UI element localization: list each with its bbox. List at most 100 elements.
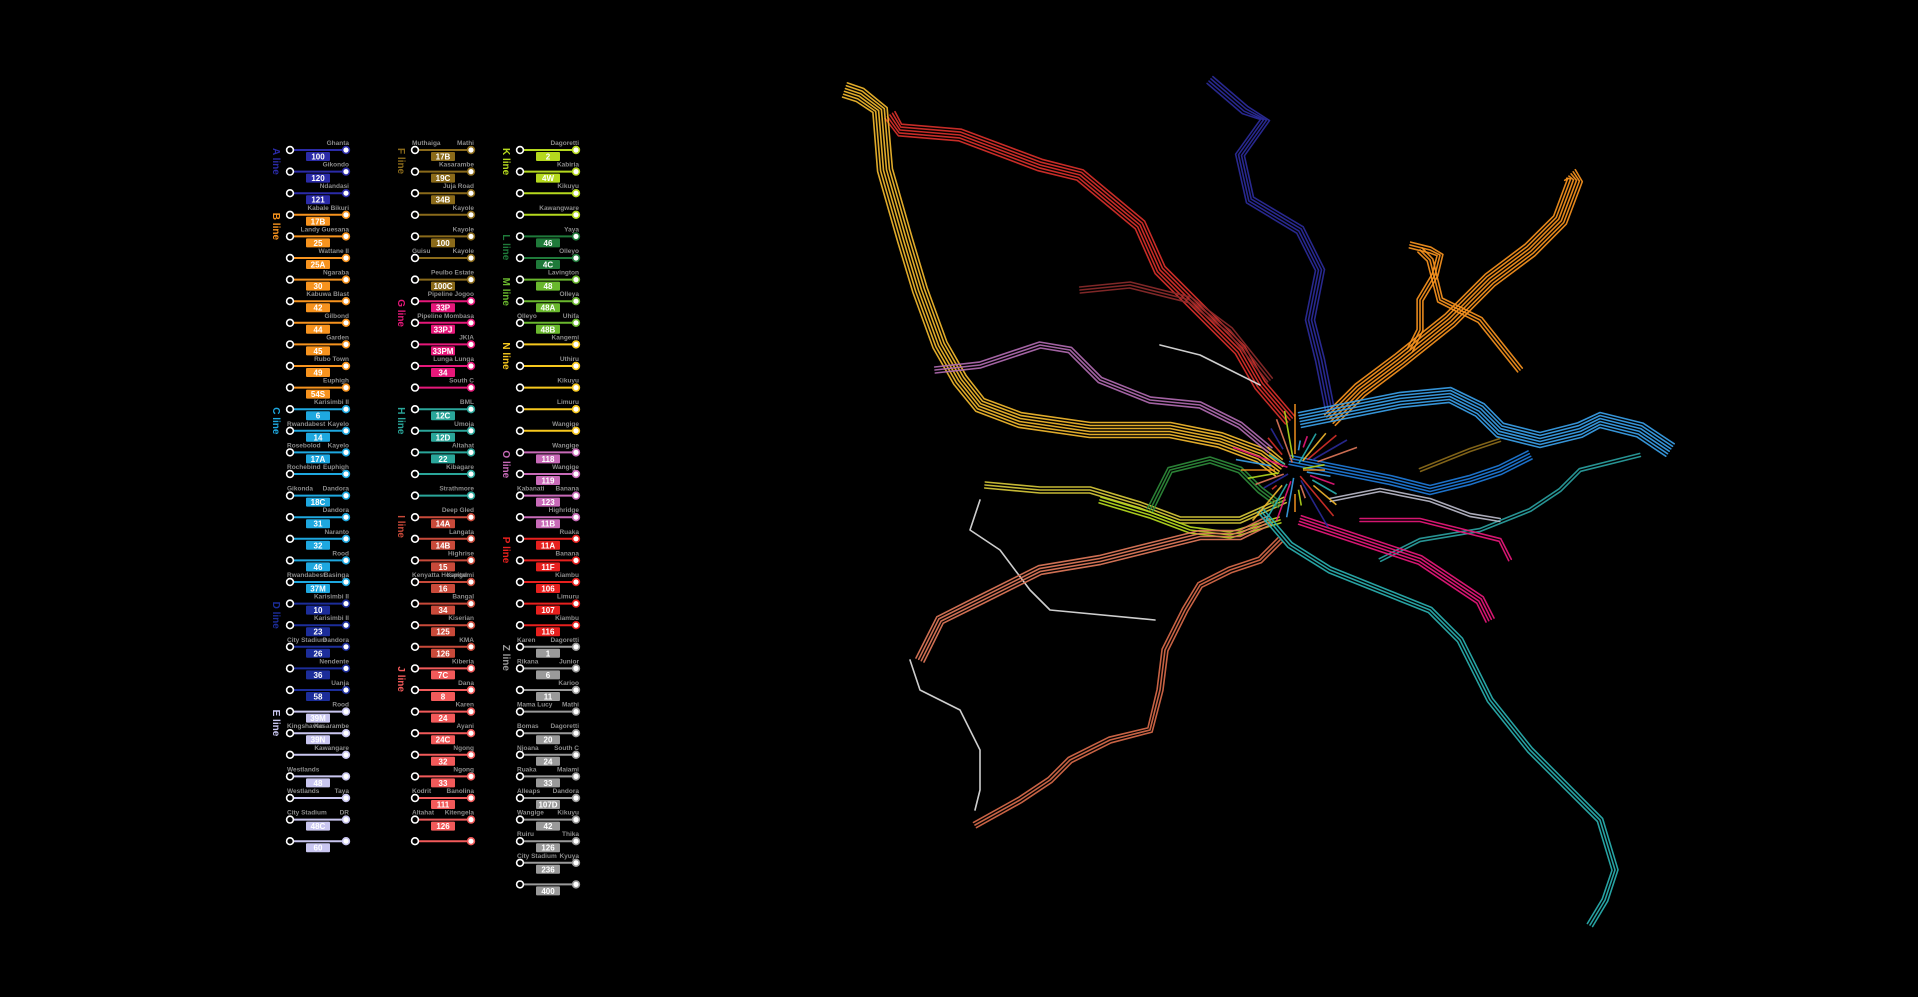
terminal-stop bbox=[341, 469, 351, 479]
stop-label-left: Kodrit bbox=[412, 788, 432, 795]
terminal-stop bbox=[466, 599, 476, 608]
stop-label-right: Kiambu bbox=[555, 615, 579, 622]
stop-label-right: Dandora bbox=[553, 788, 580, 795]
terminal-stop bbox=[466, 750, 476, 759]
route-track bbox=[933, 341, 1273, 449]
map-route-orange-upper bbox=[1406, 241, 1444, 353]
map-route-grey-east bbox=[1328, 487, 1501, 523]
route-entry: Limuru bbox=[515, 399, 581, 414]
stop-label-left: Gikonda bbox=[287, 486, 313, 493]
route-code: 25A bbox=[311, 261, 326, 270]
route-track bbox=[843, 90, 1280, 472]
route-badge bbox=[536, 281, 560, 291]
route-entry: Mathi Mama Lucy bbox=[515, 702, 581, 716]
terminal-stop bbox=[285, 556, 295, 565]
terminal-stop bbox=[466, 534, 476, 543]
route-badge bbox=[306, 346, 330, 356]
stop-label-right: Karioo bbox=[558, 680, 579, 687]
terminal-stop bbox=[466, 728, 476, 738]
route-entry: 2 Dagoretti bbox=[515, 140, 581, 162]
route-badge bbox=[306, 692, 330, 701]
route-track bbox=[1409, 244, 1441, 351]
route-code: 24C bbox=[436, 736, 451, 745]
hub-track bbox=[1298, 433, 1317, 464]
map-route-blue-east bbox=[1297, 386, 1675, 457]
route-entry: Kawangware bbox=[515, 205, 581, 220]
terminal-stop bbox=[285, 405, 295, 414]
route-code: 236 bbox=[541, 865, 555, 874]
stop-label-right: Kiberia bbox=[452, 658, 474, 665]
hub-track bbox=[1317, 446, 1358, 463]
terminal-stop bbox=[571, 469, 581, 479]
route-track bbox=[1212, 75, 1336, 410]
stop-label-right: Uthiru bbox=[560, 356, 579, 363]
terminal-stop bbox=[466, 210, 476, 220]
stop-label-left: Alleaps bbox=[517, 788, 541, 795]
route-badge bbox=[306, 152, 330, 161]
route-badge bbox=[306, 303, 330, 313]
stop-label-left: Ruaka bbox=[517, 766, 537, 773]
stop-label-right: BML bbox=[460, 399, 474, 406]
terminal-stop bbox=[341, 599, 351, 608]
stop-label-right: Pipeline Mombasa bbox=[417, 313, 474, 320]
route-entry: Uthiru bbox=[515, 356, 581, 371]
route-track bbox=[1300, 514, 1495, 619]
line-title: K line bbox=[500, 148, 511, 176]
terminal-stop bbox=[466, 361, 476, 371]
route-track bbox=[1332, 171, 1581, 424]
route-code: 17B bbox=[311, 217, 326, 226]
route-badge bbox=[431, 173, 455, 183]
terminal-stop bbox=[571, 642, 581, 651]
terminal-stop bbox=[515, 880, 525, 889]
terminal-stop bbox=[285, 167, 295, 176]
stop-label-right: Kawangware bbox=[539, 205, 579, 212]
route-track bbox=[1299, 395, 1670, 452]
route-code: 126 bbox=[436, 649, 450, 658]
route-code: 39N bbox=[311, 736, 326, 745]
route-code: 36 bbox=[314, 671, 323, 680]
route-code: 20 bbox=[544, 736, 553, 745]
route-badge bbox=[536, 692, 560, 701]
hub-track bbox=[1306, 471, 1331, 478]
route-code: 6 bbox=[316, 412, 321, 421]
stop-label-right: Landy Guesana bbox=[301, 226, 350, 233]
hub-track bbox=[1299, 484, 1307, 499]
route-track bbox=[984, 484, 1286, 521]
route-badge bbox=[536, 821, 560, 831]
hub-track bbox=[1266, 446, 1284, 461]
route-badge bbox=[536, 800, 560, 809]
hub-track bbox=[1283, 410, 1294, 459]
route-track bbox=[934, 344, 1271, 451]
route-track bbox=[1378, 452, 1641, 560]
terminal-stop bbox=[571, 556, 581, 565]
route-code: 32 bbox=[439, 757, 448, 766]
terminal-stop bbox=[410, 728, 420, 738]
route-badge bbox=[306, 584, 330, 593]
route-entry: 14B Langata bbox=[410, 529, 476, 550]
terminal-stop bbox=[515, 275, 525, 284]
route-badge bbox=[306, 627, 330, 637]
terminal-stop bbox=[341, 750, 351, 759]
terminal-stop bbox=[515, 793, 525, 803]
route-code: 39M bbox=[310, 714, 326, 723]
stop-label-right: Dandora bbox=[323, 637, 350, 644]
terminal-stop bbox=[466, 145, 476, 155]
route-entry: South C bbox=[410, 378, 476, 392]
route-code: 14 bbox=[314, 433, 323, 442]
route-code: 54S bbox=[311, 390, 326, 399]
terminal-stop bbox=[571, 167, 581, 176]
stop-label-right: Ngaraba bbox=[323, 270, 349, 277]
hub-track bbox=[1255, 473, 1284, 486]
route-entry: 42 Kabuwa Blast bbox=[285, 291, 351, 313]
route-track bbox=[846, 82, 1286, 465]
stop-label-right: Wattane II bbox=[319, 248, 350, 255]
route-code: 4W bbox=[542, 174, 554, 183]
route-badge bbox=[306, 368, 330, 377]
route-track bbox=[1334, 168, 1584, 427]
terminal-stop bbox=[410, 469, 420, 479]
route-entry: Kangemi bbox=[515, 334, 581, 349]
route-entry: 58 Uanja bbox=[285, 680, 351, 702]
route-entry: 400 bbox=[515, 880, 581, 896]
